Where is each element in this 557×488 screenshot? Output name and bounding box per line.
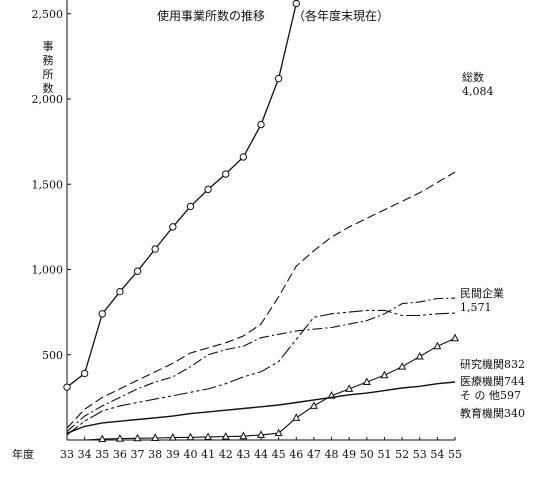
series-line-research — [66, 297, 456, 432]
data-point-total — [80, 369, 89, 378]
data-point-other — [292, 413, 301, 421]
y-tick-label: 1,000 — [32, 264, 64, 277]
data-point-other — [204, 432, 213, 440]
data-point-total — [274, 74, 283, 83]
data-point-other — [274, 428, 283, 437]
y-tick-label: 2,500 — [32, 8, 64, 21]
data-point-other — [433, 341, 442, 350]
y-axis-label-char: 事 — [43, 40, 54, 53]
data-point-total — [169, 223, 177, 231]
data-point-other — [168, 433, 177, 441]
series-value-medical: 744 — [504, 375, 525, 388]
x-tick-label: 39 — [166, 448, 180, 461]
data-point-total — [239, 153, 248, 161]
data-point-other — [115, 434, 124, 442]
series-label-other: そ の 他597 — [460, 389, 521, 402]
data-point-total — [292, 0, 300, 8]
series-line-medical — [66, 309, 456, 436]
series-value-research: 832 — [504, 358, 525, 371]
series-value-total: 4,084 — [462, 85, 494, 98]
x-tick-label: 52 — [395, 448, 409, 461]
y-axis-label-char: 数 — [43, 82, 54, 95]
x-axis-ticks: 33 34 35 36 37 38 39 40 41 42 43 44 45 46 47 48 49 50 51 52… — [60, 437, 462, 461]
series-label-medical: 医療機関744 — [460, 374, 525, 388]
x-tick-label: 40 — [183, 448, 197, 461]
series-name-education: 教育機関 — [460, 406, 504, 420]
data-point-other — [221, 432, 230, 440]
x-tick-label: 54 — [430, 448, 444, 461]
x-tick-label: 45 — [272, 448, 286, 461]
x-tick-label: 41 — [201, 448, 215, 461]
series-line-education — [66, 381, 456, 434]
x-tick-label: 50 — [360, 448, 374, 461]
series-name-other: そ の 他 — [460, 389, 500, 402]
data-point-other — [398, 362, 407, 370]
data-point-total — [222, 170, 230, 178]
data-point-total — [98, 310, 106, 318]
series-name-research: 研究機関 — [460, 357, 504, 371]
y-tick-label: 1,500 — [32, 178, 64, 191]
y-tick-label: 500 — [42, 349, 63, 362]
data-point-other — [345, 384, 354, 392]
x-axis-label: 年度 — [12, 447, 34, 461]
series-line-total — [66, 0, 299, 388]
data-point-total — [133, 267, 142, 275]
axes — [66, 0, 455, 441]
y-tick-label: 2,000 — [32, 93, 64, 106]
series-name-private: 民間企業 — [460, 286, 504, 300]
x-tick-label: 36 — [113, 448, 127, 461]
data-point-total — [151, 245, 159, 253]
x-tick-label: 35 — [95, 448, 109, 461]
series-line-private — [66, 171, 456, 429]
data-point-total — [63, 383, 71, 391]
data-point-other — [362, 377, 371, 386]
x-tick-label: 38 — [148, 448, 162, 461]
series-label-education: 教育機関340 — [460, 406, 525, 420]
x-tick-label: 42 — [219, 448, 233, 461]
data-point-other — [450, 333, 460, 342]
series-label-research: 研究機関832 — [460, 357, 525, 371]
data-point-other — [256, 430, 266, 438]
data-point-total — [204, 185, 212, 194]
series-value-education: 340 — [504, 407, 525, 420]
data-point-other — [151, 433, 160, 441]
x-tick-label: 55 — [448, 448, 462, 461]
y-axis-label-char: 所 — [43, 68, 54, 81]
series-value-other: 597 — [500, 389, 521, 402]
x-tick-label: 44 — [254, 448, 268, 461]
data-point-other — [239, 431, 248, 440]
x-tick-label: 33 — [60, 448, 74, 461]
data-point-other — [309, 401, 318, 409]
chart-title: 使用事業所数の推移 — [157, 8, 265, 23]
x-tick-label: 47 — [307, 448, 321, 461]
x-tick-label: 37 — [131, 448, 145, 461]
data-point-total — [186, 202, 195, 211]
x-tick-label: 34 — [78, 448, 92, 461]
x-tick-label: 43 — [236, 448, 250, 461]
data-point-other — [133, 433, 142, 442]
x-tick-label: 48 — [325, 448, 339, 461]
series-name-medical: 医療機関 — [460, 374, 504, 388]
x-tick-label: 53 — [413, 448, 427, 461]
series-name-total: 総数 — [462, 70, 484, 84]
chart-subtitle: （各年度末現在） — [293, 8, 389, 23]
data-point-other — [380, 370, 389, 379]
data-point-other — [98, 434, 107, 443]
x-tick-label: 51 — [377, 448, 391, 461]
y-axis-label-char: 務 — [43, 53, 54, 67]
series-lines — [63, 0, 460, 443]
data-point-other — [415, 351, 424, 360]
x-tick-label: 49 — [342, 448, 356, 461]
series-value-private: 1,571 — [460, 301, 492, 314]
data-point-other — [186, 432, 195, 441]
x-tick-label: 46 — [289, 448, 303, 461]
data-point-total — [257, 120, 265, 129]
data-point-total — [116, 287, 124, 296]
